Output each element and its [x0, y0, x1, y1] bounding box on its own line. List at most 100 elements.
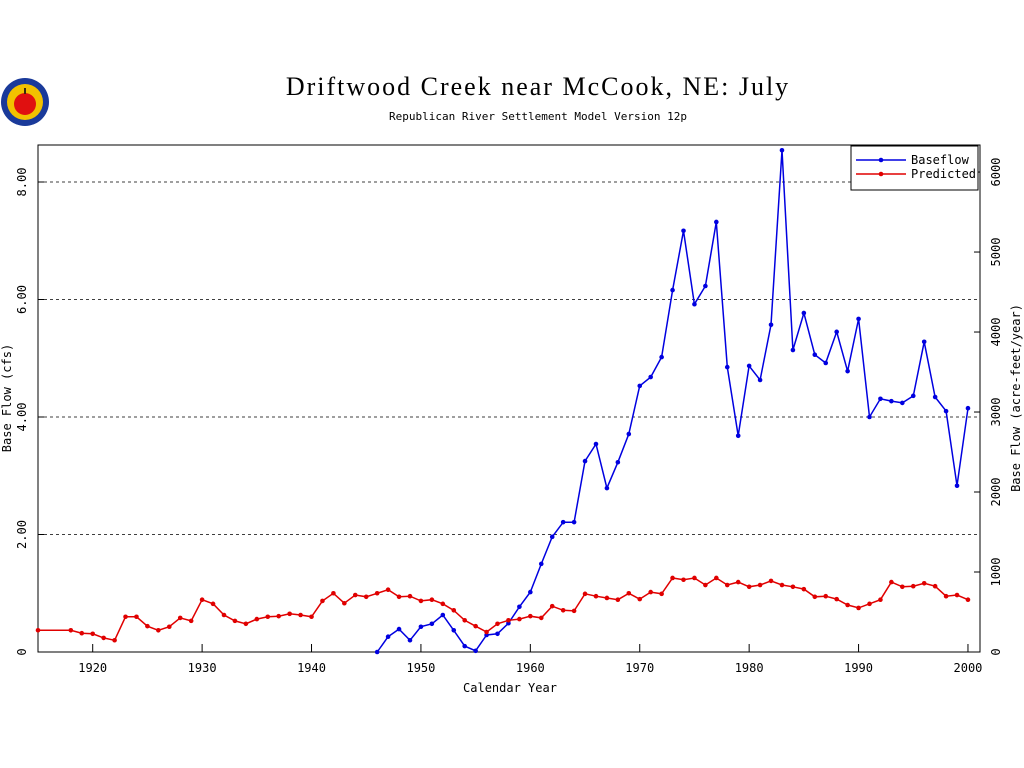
y2-tick-label: 4000 — [989, 318, 1003, 347]
data-point — [703, 582, 708, 588]
data-point — [604, 485, 610, 491]
data-point — [396, 594, 402, 600]
legend-marker — [878, 157, 884, 163]
data-point — [560, 607, 566, 613]
x-tick-label: 1980 — [735, 661, 764, 675]
data-point — [451, 607, 457, 613]
data-point — [856, 605, 861, 611]
data-point — [90, 631, 96, 637]
data-point — [659, 591, 664, 597]
data-point — [549, 534, 555, 540]
x-tick-label: 1920 — [78, 661, 107, 675]
data-point — [637, 596, 643, 602]
data-point — [615, 459, 621, 465]
data-point — [112, 637, 117, 643]
data-point — [823, 593, 829, 599]
data-point — [265, 614, 271, 620]
y2-tick-label: 3000 — [989, 398, 1003, 427]
data-point — [834, 329, 839, 335]
x-tick-label: 1970 — [625, 661, 654, 675]
data-point — [790, 347, 796, 353]
data-point — [462, 643, 467, 649]
data-point — [626, 431, 632, 437]
y-tick-label: 4.00 — [15, 403, 29, 432]
data-point — [582, 458, 588, 464]
data-point — [921, 339, 927, 345]
data-point — [724, 364, 730, 370]
data-point — [429, 621, 435, 627]
data-point — [440, 612, 446, 618]
data-point — [156, 627, 161, 633]
data-point — [724, 582, 730, 588]
data-point — [604, 595, 610, 601]
data-point — [298, 612, 303, 618]
data-point — [517, 616, 522, 622]
data-point — [889, 579, 894, 585]
data-point — [801, 586, 807, 592]
data-point — [932, 394, 938, 400]
data-point — [648, 589, 653, 595]
data-point — [177, 615, 183, 621]
data-point — [571, 519, 577, 525]
data-point — [670, 575, 675, 581]
data-point — [123, 614, 128, 620]
data-point — [145, 623, 150, 629]
data-point — [889, 398, 894, 404]
data-point — [582, 591, 588, 597]
data-point — [254, 616, 260, 622]
data-point — [210, 601, 216, 607]
data-point — [374, 649, 380, 655]
data-point — [921, 580, 927, 586]
data-point — [495, 631, 500, 637]
data-point — [495, 621, 500, 627]
data-point — [451, 627, 457, 633]
data-point — [188, 618, 194, 624]
data-point — [385, 634, 391, 640]
data-point — [79, 630, 85, 636]
data-point — [626, 590, 632, 596]
data-point — [593, 441, 599, 447]
data-point — [867, 414, 872, 420]
legend-box — [850, 145, 979, 191]
data-point — [900, 400, 905, 406]
data-point — [199, 597, 205, 603]
data-point — [714, 575, 719, 581]
data-point — [703, 283, 708, 289]
data-point — [440, 601, 446, 607]
data-point — [571, 608, 577, 614]
data-point — [396, 626, 402, 632]
data-point — [681, 228, 686, 234]
x-tick-label: 1950 — [406, 661, 435, 675]
data-point — [965, 597, 971, 603]
data-point — [528, 613, 533, 619]
data-point — [714, 219, 719, 225]
data-point — [845, 368, 850, 374]
y-tick-label: 2.00 — [15, 520, 29, 549]
data-point — [900, 584, 905, 590]
x-tick-label: 2000 — [954, 661, 983, 675]
data-point — [867, 601, 872, 607]
data-point — [954, 592, 960, 598]
data-point — [549, 603, 555, 609]
legend-label: Predicted — [911, 167, 976, 181]
data-point — [954, 483, 960, 489]
data-point — [276, 613, 281, 619]
data-point — [528, 589, 533, 595]
data-point — [232, 618, 238, 624]
data-point — [692, 575, 697, 581]
plot-frame — [37, 144, 981, 653]
data-point — [735, 579, 741, 585]
data-point — [834, 596, 839, 602]
y2-tick-label: 0 — [989, 648, 1003, 655]
data-point — [845, 602, 850, 608]
data-point — [221, 612, 227, 618]
data-point — [560, 519, 566, 525]
x-tick-label: 1930 — [188, 661, 217, 675]
data-point — [681, 577, 686, 583]
data-point — [757, 582, 763, 588]
data-point — [506, 617, 511, 623]
data-point — [166, 624, 172, 630]
x-tick-label: 1940 — [297, 661, 326, 675]
data-point — [418, 624, 424, 630]
